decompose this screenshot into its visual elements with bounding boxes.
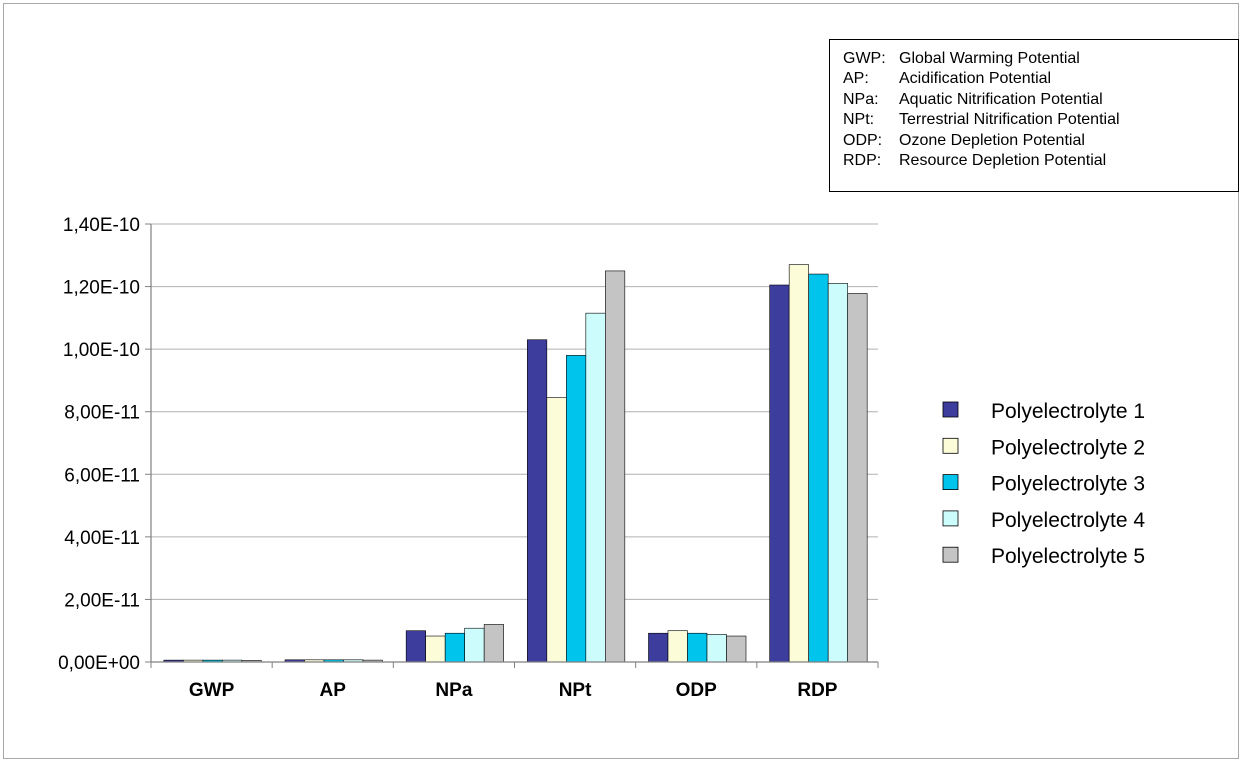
chart-frame	[3, 3, 1239, 759]
bar	[605, 270, 626, 663]
bar	[706, 634, 727, 663]
y-tick-label: 8,00E-11	[64, 403, 140, 424]
y-tick-label: 2,00E-11	[64, 590, 140, 611]
legend-label: Polyelectrolyte 1	[991, 400, 1145, 423]
abbreviation-box: GWP: Global Warming Potential AP: Acidific…	[829, 39, 1239, 192]
abbreviation-row: NPa: Aquatic Nitrification Potential	[843, 90, 1238, 110]
x-tick-label: RDP	[797, 680, 837, 701]
bar	[687, 632, 708, 663]
abbreviation-row: NPt: Terrestrial Nitrification Potential	[843, 110, 1238, 130]
bar	[769, 284, 790, 663]
x-tick-label: NPa	[435, 680, 472, 701]
bar	[444, 632, 465, 663]
legend-swatch	[942, 546, 959, 563]
abbreviation-row: GWP: Global Warming Potential	[843, 49, 1238, 69]
bar	[648, 632, 669, 663]
gridlines	[151, 223, 878, 600]
abbreviation-code: GWP:	[843, 50, 886, 67]
legend: Polyelectrolyte 1 Polyelectrolyte 2 Polyel…	[942, 400, 1145, 568]
y-tick-label: 6,00E-11	[64, 465, 140, 486]
abbreviation-description: Aquatic Nitrification Potential	[899, 90, 1103, 108]
bar	[667, 630, 688, 663]
abbreviation-description: Global Warming Potential	[899, 50, 1080, 67]
bar	[527, 339, 548, 663]
legend-swatch	[942, 474, 959, 491]
bar	[827, 283, 848, 663]
bar	[566, 355, 587, 663]
bars	[163, 264, 868, 663]
bar	[405, 630, 426, 663]
abbreviation-description: Ozone Depletion Potential	[899, 131, 1085, 149]
abbreviation-code: RDP:	[843, 151, 882, 169]
abbreviation-code: NPa:	[843, 90, 879, 108]
y-tick-label: 0,00E+00	[58, 653, 140, 674]
y-tick-label: 4,00E-11	[64, 528, 140, 549]
bar	[847, 293, 868, 663]
abbreviation-row: ODP: Ozone Depletion Potential	[843, 131, 1238, 151]
legend-label: Polyelectrolyte 3	[991, 473, 1145, 496]
bar	[808, 273, 829, 663]
x-tick-label: GWP	[189, 680, 235, 701]
y-tick-label: 1,40E-10	[63, 215, 140, 236]
legend-swatch	[942, 437, 959, 454]
bar	[585, 312, 606, 663]
x-tick-label: ODP	[676, 680, 718, 701]
abbreviation-code: AP:	[843, 70, 869, 88]
abbreviation-description: Resource Depletion Potential	[899, 151, 1107, 169]
x-tick-label: NPt	[559, 680, 592, 701]
y-tick-label: 1,20E-10	[63, 278, 140, 299]
bar	[464, 627, 485, 663]
bar	[425, 635, 446, 663]
legend-swatch	[942, 510, 959, 527]
legend-label: Polyelectrolyte 4	[991, 509, 1145, 532]
bar	[483, 624, 504, 663]
legend-label: Polyelectrolyte 5	[991, 545, 1145, 568]
abbreviation-row: AP: Acidification Potential	[843, 69, 1238, 89]
legend-swatch	[942, 401, 959, 418]
bar	[788, 264, 809, 663]
x-tick-label: AP	[320, 680, 347, 701]
abbreviation-description: Acidification Potential	[899, 70, 1052, 88]
abbreviation-code: NPt:	[843, 111, 875, 129]
legend-label: Polyelectrolyte 2	[991, 436, 1145, 459]
axes: 0,00E+00 2,00E-11 4,00E-11 6,00E-11 8,00E-11…	[58, 215, 879, 701]
abbreviation-row: RDP: Resource Depletion Potential	[843, 151, 1238, 171]
bar	[726, 635, 747, 663]
abbreviation-code: ODP:	[843, 131, 883, 149]
bar	[546, 397, 567, 663]
y-tick-label: 1,00E-10	[63, 340, 140, 361]
abbreviation-description: Terrestrial Nitrification Potential	[899, 111, 1120, 129]
